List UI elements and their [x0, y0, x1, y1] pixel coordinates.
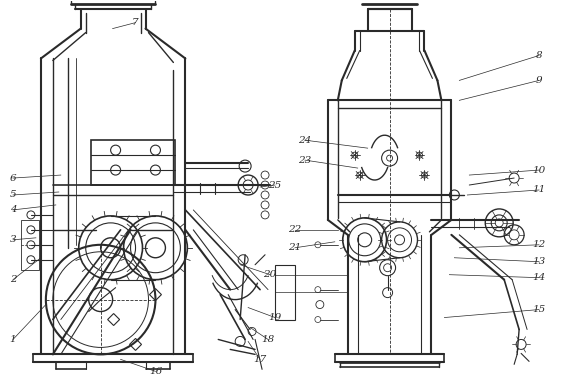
Text: 22: 22: [288, 226, 302, 234]
Text: 3: 3: [10, 235, 16, 244]
Text: 19: 19: [269, 313, 282, 322]
Text: 17: 17: [253, 355, 267, 364]
Text: 23: 23: [298, 156, 311, 164]
Text: 20: 20: [263, 270, 276, 279]
Text: 16: 16: [149, 367, 162, 376]
Bar: [91, 140, 176, 185]
Text: 12: 12: [533, 240, 546, 249]
Text: 7: 7: [132, 18, 139, 27]
Bar: [275, 265, 295, 319]
Text: 8: 8: [536, 51, 542, 60]
Text: 4: 4: [10, 205, 16, 215]
Text: 18: 18: [261, 335, 275, 344]
Text: 1: 1: [10, 335, 16, 344]
Text: 14: 14: [533, 273, 546, 282]
Text: 21: 21: [288, 243, 302, 252]
Text: 24: 24: [298, 136, 311, 145]
Text: 13: 13: [533, 257, 546, 266]
Text: 9: 9: [536, 76, 542, 85]
Bar: [21, 220, 39, 270]
Text: 15: 15: [533, 305, 546, 314]
Text: 6: 6: [10, 174, 16, 183]
Text: 10: 10: [533, 166, 546, 175]
Text: 2: 2: [10, 275, 16, 284]
Text: 11: 11: [533, 185, 546, 194]
Text: 25: 25: [269, 180, 282, 190]
Text: 5: 5: [10, 191, 16, 199]
